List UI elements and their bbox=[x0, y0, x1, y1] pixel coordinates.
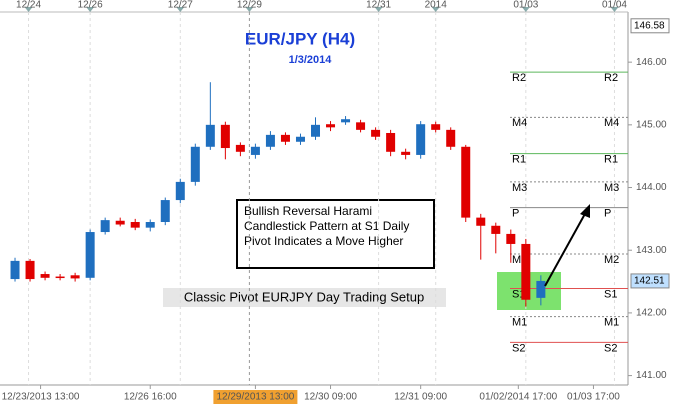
candle-body bbox=[536, 280, 546, 298]
pivot-label: P bbox=[512, 207, 519, 219]
y-tick-label: 144.00 bbox=[636, 182, 667, 193]
candle-body bbox=[40, 274, 50, 278]
candle-body bbox=[341, 119, 351, 123]
chart-subtitle: 1/3/2014 bbox=[289, 54, 333, 66]
top-tick-label: 12/27 bbox=[168, 0, 193, 11]
top-tick bbox=[610, 7, 619, 12]
x-tick-label: 01/02/2014 17:00 bbox=[479, 392, 557, 403]
top-tick bbox=[245, 7, 254, 12]
top-tick-label: 01/03 bbox=[513, 0, 538, 11]
candle-body bbox=[250, 146, 260, 155]
top-tick-label: 12/26 bbox=[78, 0, 103, 11]
annotation-wrap: Bullish Reversal Harami Candlestick Patt… bbox=[244, 204, 410, 248]
candle-body bbox=[100, 220, 110, 233]
x-tick-label: 12/26 16:00 bbox=[124, 392, 177, 403]
candle-body bbox=[401, 151, 411, 155]
x-tick-label: 12/31 09:00 bbox=[394, 392, 447, 403]
annotation-box bbox=[236, 199, 435, 269]
price-badge bbox=[630, 18, 670, 34]
top-tick-label: 12/24 bbox=[16, 0, 41, 11]
arrow-head bbox=[580, 204, 590, 218]
pivot-label: M3 bbox=[512, 182, 527, 194]
x-tick-label: 12/29/2013 13:00 bbox=[216, 392, 294, 403]
annotation: Bullish Reversal Harami Candlestick Patt… bbox=[244, 204, 410, 248]
pivot-label: S2 bbox=[604, 342, 617, 354]
y-tick-label: 142.00 bbox=[636, 308, 667, 319]
pivot-label: R2 bbox=[604, 72, 618, 84]
candle-body bbox=[311, 124, 321, 137]
top-tick-label: 2014 bbox=[425, 0, 448, 11]
top-tick bbox=[521, 7, 530, 12]
y-tick-label: 141.00 bbox=[636, 370, 667, 381]
candle-body bbox=[326, 124, 336, 128]
setup-box bbox=[163, 288, 446, 307]
chart-title: EUR/JPY (H4) bbox=[245, 29, 355, 48]
pivot-label: M1 bbox=[604, 317, 619, 329]
candle-body bbox=[280, 134, 290, 142]
candle-body bbox=[205, 124, 215, 147]
y-tick-label: 146.00 bbox=[636, 57, 667, 68]
pivot-label: S2 bbox=[512, 342, 525, 354]
pivot-label: M1 bbox=[512, 317, 527, 329]
x-tick-highlight bbox=[213, 390, 298, 404]
candle-body bbox=[491, 225, 501, 234]
setup-label: Classic Pivot EURJPY Day Trading Setup bbox=[184, 289, 424, 304]
marks: 141.00 142.00 143.00 144.00 145.00 146.00 12/2… bbox=[2, 0, 670, 404]
candle-body bbox=[175, 181, 185, 201]
price-label: 146.58 bbox=[634, 20, 665, 31]
candle-body bbox=[295, 136, 305, 142]
top-tick bbox=[374, 7, 383, 12]
candle-body bbox=[160, 200, 170, 223]
pivot-label: R2 bbox=[512, 72, 526, 84]
pivot-label: R1 bbox=[512, 154, 526, 166]
candle-body bbox=[25, 260, 35, 280]
top-tick bbox=[86, 7, 95, 12]
top-tick bbox=[431, 7, 440, 12]
x-tick-label: 12/30 09:00 bbox=[304, 392, 357, 403]
candle-body bbox=[70, 275, 80, 279]
candle-body bbox=[446, 129, 456, 147]
arrow bbox=[544, 211, 587, 287]
pivot-label: M4 bbox=[512, 117, 527, 129]
x-tick-label: 01/03 17:00 bbox=[567, 392, 620, 403]
pivot-label: S1 bbox=[604, 288, 617, 300]
pivot-label: M2 bbox=[604, 254, 619, 266]
candle-body bbox=[476, 217, 486, 226]
top-tick bbox=[176, 7, 185, 12]
y-tick-label: 145.00 bbox=[636, 119, 667, 130]
candle-body bbox=[386, 132, 396, 152]
candle-body bbox=[115, 220, 125, 225]
candle-body bbox=[506, 233, 516, 244]
pivot-label: P bbox=[604, 207, 611, 219]
top-tick bbox=[24, 7, 33, 12]
y-tick-label: 143.00 bbox=[636, 245, 667, 256]
candle-body bbox=[461, 146, 471, 218]
candle-body bbox=[356, 122, 366, 130]
pivot-label: M4 bbox=[604, 117, 619, 129]
candle-body bbox=[145, 222, 155, 228]
x-tick-label: 12/23/2013 13:00 bbox=[2, 392, 80, 403]
top-tick-label: 01/04 bbox=[602, 0, 627, 11]
candle-body bbox=[235, 144, 245, 152]
candle-body bbox=[220, 124, 230, 149]
candle-body bbox=[416, 124, 426, 155]
candle-body bbox=[85, 232, 95, 278]
candle-body bbox=[130, 222, 140, 228]
candle-body bbox=[431, 124, 441, 130]
candle-body bbox=[371, 129, 381, 137]
top-tick-label: 12/31 bbox=[366, 0, 391, 11]
candle-body bbox=[521, 243, 531, 300]
pivot-label: M3 bbox=[604, 182, 619, 194]
pivot-label: R1 bbox=[604, 154, 618, 166]
price-label: 142.51 bbox=[634, 276, 665, 287]
price-badge bbox=[630, 273, 670, 289]
candle-body bbox=[55, 276, 65, 279]
candle-body bbox=[10, 260, 20, 280]
candle-body bbox=[265, 134, 275, 147]
top-tick-label: 12/29 bbox=[237, 0, 262, 11]
candle-body bbox=[190, 146, 200, 182]
